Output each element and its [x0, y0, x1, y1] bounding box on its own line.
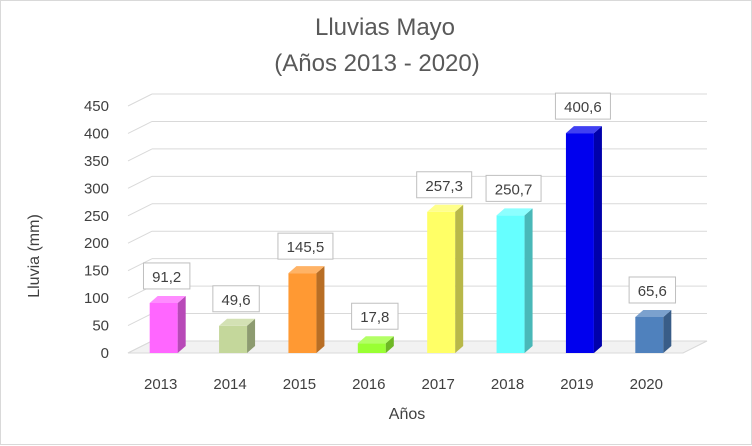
gridline-side — [127, 203, 153, 217]
chart-floor — [127, 340, 708, 354]
bar-top — [565, 126, 602, 134]
bar-series — [149, 126, 672, 353]
y-axis-ticks: 0 50 100 150 200 250 300 350 400 450 — [84, 98, 109, 362]
gridline-side — [127, 93, 153, 107]
data-label-text: 257,3 — [425, 178, 463, 195]
data-label-text: 91,2 — [152, 269, 181, 286]
bar-side — [385, 336, 394, 353]
bar-side — [455, 204, 464, 353]
y-tick-label: 100 — [84, 290, 109, 307]
x-tick-label: 2020 — [630, 376, 663, 393]
y-tick-label: 300 — [84, 180, 109, 197]
x-tick-label: 2016 — [352, 376, 385, 393]
chart-floor-plane — [127, 340, 708, 354]
data-label-box — [554, 92, 611, 120]
y-tick-label: 150 — [84, 263, 109, 280]
x-tick-label: 2014 — [213, 376, 246, 393]
data-label-text: 49,6 — [221, 292, 250, 309]
data-label-2016: 17,8 — [351, 302, 399, 330]
x-tick-label: 2013 — [144, 376, 177, 393]
gridlines — [127, 93, 707, 354]
bar-2016 — [357, 336, 394, 353]
bar-top — [635, 309, 672, 317]
gridline-side — [127, 175, 153, 189]
data-label-2014: 49,6 — [212, 285, 260, 313]
x-axis-ticks: 2013 2014 2015 2016 2017 2018 2019 2020 — [144, 376, 663, 393]
bar-top — [219, 318, 256, 326]
gridline-side — [127, 230, 153, 244]
data-label-box — [351, 302, 399, 330]
bar-side — [316, 266, 325, 353]
data-label-2017: 257,3 — [416, 171, 473, 199]
bar-2017 — [427, 204, 464, 353]
data-label-2015: 145,5 — [277, 232, 334, 260]
bar-2018 — [496, 208, 533, 353]
x-tick-label: 2018 — [491, 376, 524, 393]
x-tick-label: 2019 — [560, 376, 593, 393]
data-label-text: 65,6 — [638, 283, 667, 300]
y-tick-label: 50 — [92, 318, 109, 335]
y-tick-label: 350 — [84, 153, 109, 170]
bar-front — [565, 133, 594, 353]
chart-title: Lluvias Mayo — [315, 14, 455, 41]
x-tick-label: 2015 — [283, 376, 316, 393]
y-tick-label: 200 — [84, 235, 109, 252]
data-label-text: 17,8 — [360, 309, 389, 326]
x-axis-title: Años — [389, 406, 425, 423]
data-label-box — [142, 262, 191, 290]
data-label-text: 145,5 — [287, 239, 325, 256]
bar-side — [593, 126, 602, 353]
gridline-side — [127, 120, 153, 134]
bar-front — [288, 273, 317, 353]
y-axis-title: Lluvia (mm) — [26, 214, 43, 298]
bar-side — [247, 318, 256, 353]
x-tick-label: 2017 — [422, 376, 455, 393]
data-label-box — [416, 171, 473, 199]
y-tick-label: 0 — [101, 345, 109, 362]
bar-2015 — [288, 266, 325, 353]
gridline-side — [127, 258, 153, 272]
data-labels: 91,2 49,6 145,5 17,8 257,3 250,7 400,6 65,6 — [142, 92, 677, 330]
bar-top — [357, 336, 394, 344]
data-label-2020: 65,6 — [628, 276, 677, 304]
data-label-2019: 400,6 — [554, 92, 611, 120]
gridline-side — [127, 313, 153, 327]
data-label-text: 250,7 — [495, 181, 533, 198]
bar-2013 — [149, 295, 186, 353]
bar-front — [149, 302, 178, 353]
data-label-text: 400,6 — [564, 99, 602, 116]
data-label-2013: 91,2 — [142, 262, 191, 290]
bar-2014 — [219, 318, 256, 353]
bar-front — [496, 215, 525, 353]
chart-subtitle: (Años 2013 - 2020) — [274, 50, 479, 77]
data-label-2018: 250,7 — [485, 174, 542, 202]
y-tick-label: 450 — [84, 98, 109, 115]
data-label-box — [212, 285, 260, 313]
data-label-box — [485, 174, 542, 202]
bar-front — [357, 343, 386, 353]
bar-front — [427, 211, 456, 353]
bar-side — [177, 295, 186, 353]
data-label-box — [628, 276, 677, 304]
gridline-side — [127, 148, 153, 162]
bar-front — [635, 316, 664, 353]
bar-side — [524, 208, 533, 353]
y-tick-label: 250 — [84, 208, 109, 225]
bar-top — [149, 295, 186, 303]
y-tick-label: 400 — [84, 125, 109, 142]
bar-side — [663, 309, 672, 353]
bar-top — [427, 204, 464, 212]
data-label-box — [277, 232, 334, 260]
bar-top — [496, 208, 533, 216]
bar-front — [219, 325, 248, 353]
bar-2019 — [565, 126, 602, 353]
bar-2020 — [635, 309, 672, 353]
bar-top — [288, 266, 325, 274]
